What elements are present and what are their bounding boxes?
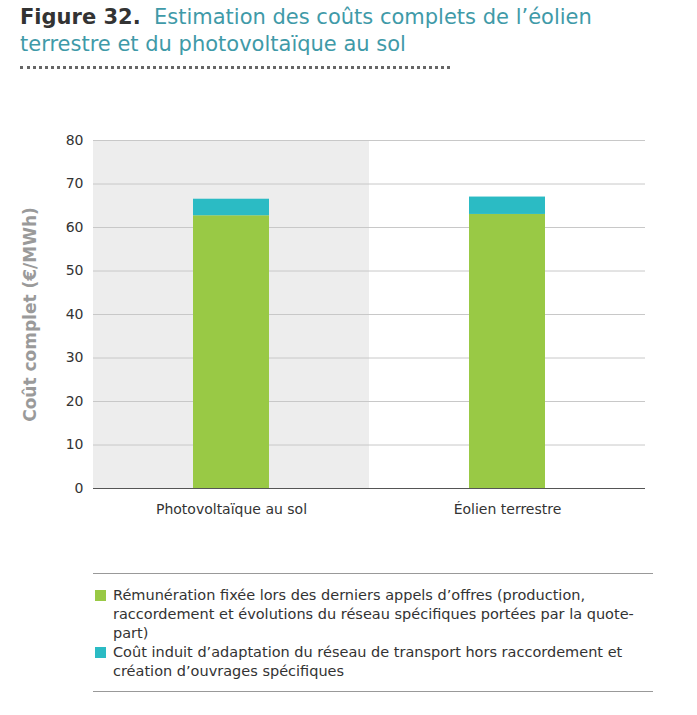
svg-text:0: 0 bbox=[75, 480, 84, 496]
html-text:Rémunération fixée lors des de: Rémunération fixée lors des derniers app… bbox=[113, 587, 634, 641]
html-text:Coût induit d’adaptation du ré: Coût induit d’adaptation du réseau de tr… bbox=[113, 644, 623, 679]
svg-text:70: 70 bbox=[66, 175, 84, 191]
svg-text:30: 30 bbox=[66, 349, 84, 365]
html-text:Figure 32. Estimation des coût: Figure 32. Estimation des coûts complets… bbox=[20, 5, 592, 56]
svg-text:50: 50 bbox=[66, 262, 84, 278]
svg-text:10: 10 bbox=[66, 436, 84, 452]
svg-text:20: 20 bbox=[66, 393, 84, 409]
svg-text:Éolien terrestre: Éolien terrestre bbox=[454, 501, 562, 517]
svg-text:Photovoltaïque au sol: Photovoltaïque au sol bbox=[156, 501, 307, 517]
svg-text:Coût complet (€/MWh): Coût complet (€/MWh) bbox=[20, 207, 40, 422]
svg-text:80: 80 bbox=[66, 132, 84, 148]
svg-text:40: 40 bbox=[66, 306, 84, 322]
svg-text:60: 60 bbox=[66, 219, 84, 235]
